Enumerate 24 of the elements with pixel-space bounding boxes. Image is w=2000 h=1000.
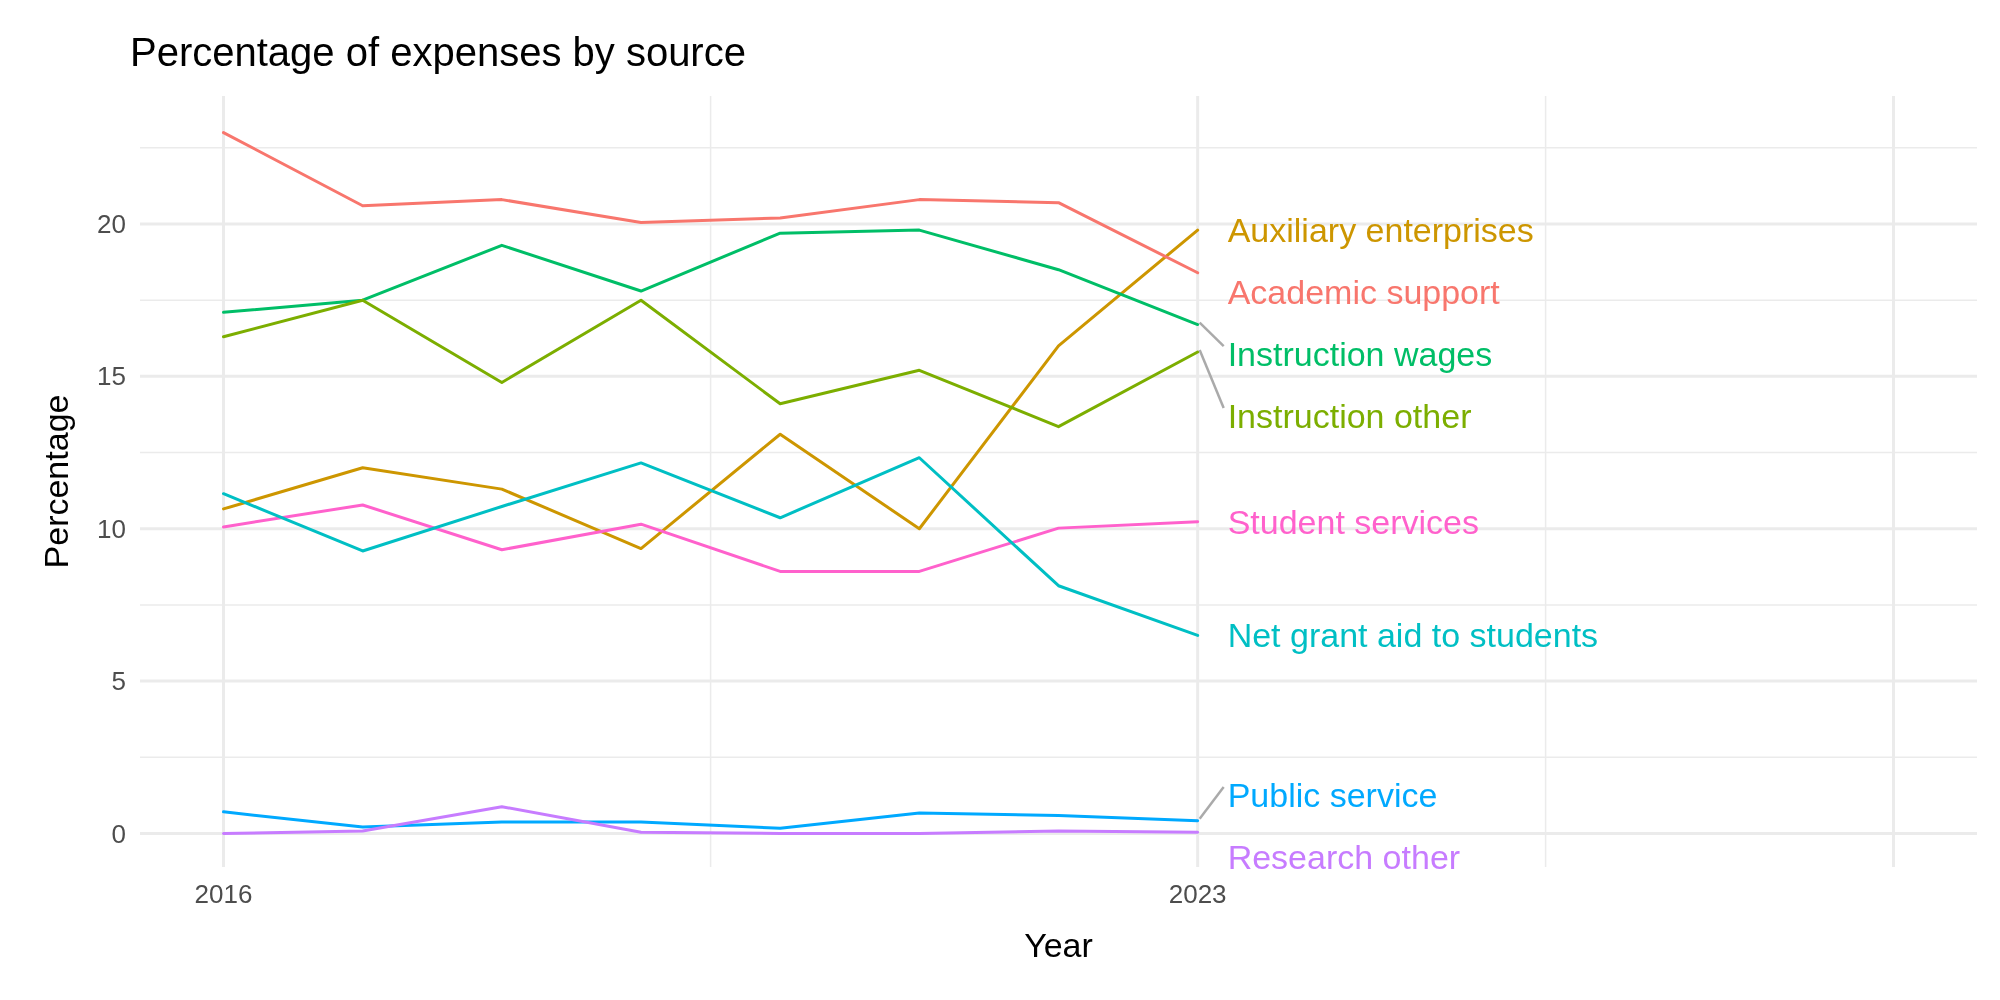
series-label: Public service bbox=[1227, 775, 1438, 814]
line-series bbox=[222, 456, 1200, 637]
series-label: Instruction other bbox=[1227, 396, 1472, 435]
x-tick-label: 2016 bbox=[194, 879, 253, 909]
series-label: Student services bbox=[1227, 502, 1480, 541]
x-tick-label: 2023 bbox=[1168, 879, 1227, 909]
line-series bbox=[222, 228, 1200, 551]
line-series bbox=[222, 228, 1200, 327]
y-tick-label: 10 bbox=[97, 513, 126, 544]
y-tick-label: 20 bbox=[97, 209, 126, 240]
y-tick-label: 15 bbox=[97, 361, 126, 392]
y-axis-title: Percentage bbox=[37, 394, 75, 569]
x-axis-title: Year bbox=[1024, 926, 1093, 964]
y-tick-label: 0 bbox=[111, 818, 126, 849]
series-label: Net grant aid to students bbox=[1227, 616, 1599, 655]
series-label: Research other bbox=[1227, 837, 1461, 876]
chart-title: Percentage of expenses by source bbox=[130, 30, 746, 74]
series-label: Academic support bbox=[1227, 272, 1501, 311]
line-series bbox=[222, 131, 1200, 275]
series-label: Auxiliary enterprises bbox=[1227, 210, 1534, 249]
series-label: Instruction wages bbox=[1227, 334, 1493, 373]
line-series bbox=[222, 298, 1200, 429]
y-tick-label: 5 bbox=[111, 666, 126, 697]
line-series bbox=[222, 503, 1200, 573]
